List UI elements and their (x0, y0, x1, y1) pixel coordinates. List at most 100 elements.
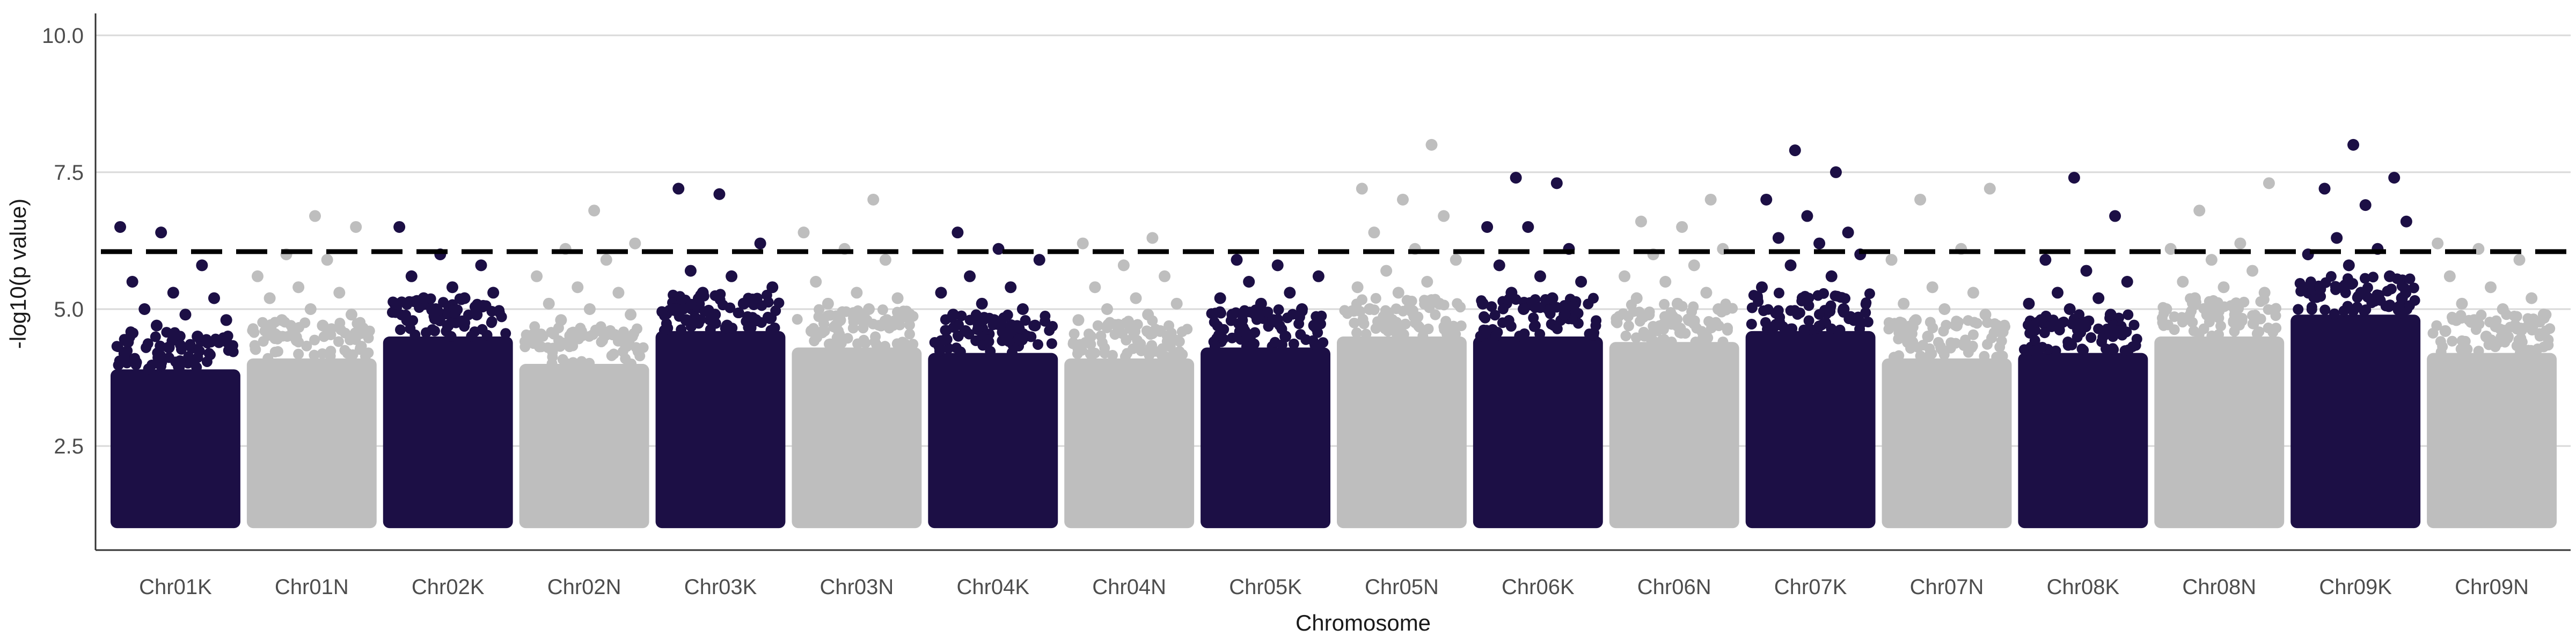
peak-point (1113, 319, 1125, 332)
fringe-point (1026, 331, 1037, 342)
fringe-point (1085, 348, 1096, 360)
peak-point (935, 287, 947, 299)
peak-point (2443, 270, 2456, 282)
fringe-point (934, 346, 945, 357)
fringe-point (201, 356, 213, 367)
peak-point (1397, 193, 1409, 206)
peak-point (1825, 270, 1838, 282)
fringe-point (1269, 336, 1280, 348)
peak-point (1351, 281, 1364, 294)
peak-point (1772, 232, 1784, 244)
fringe-point (248, 327, 260, 338)
fringe-point (573, 333, 584, 345)
fringe-point (658, 325, 670, 336)
fringe-point (1658, 318, 1669, 330)
peak-point (709, 309, 721, 321)
fringe-point (2085, 332, 2097, 343)
peak-point (1170, 297, 1183, 310)
fringe-point (2293, 304, 2304, 315)
peak-point (471, 309, 483, 321)
fringe-point (836, 338, 847, 349)
fringe-point (2523, 345, 2534, 356)
y-tick-label: 7.5 (54, 161, 84, 185)
chromosome-series-Chr07N (1882, 182, 2012, 529)
fringe-point (2338, 305, 2350, 317)
peak-point (2396, 292, 2408, 304)
x-tick-label: Chr09N (2455, 575, 2529, 599)
fringe-point (1102, 319, 1114, 330)
fringe-point (152, 347, 163, 358)
fringe-point (2384, 299, 2396, 311)
peak-point (393, 221, 406, 233)
fringe-point (1497, 317, 1508, 328)
fringe-point (894, 319, 905, 331)
fringe-point (1020, 314, 1031, 326)
peak-point (389, 297, 401, 310)
peak-point (1984, 182, 1996, 195)
fringe-point (203, 348, 215, 359)
fringe-point (2119, 345, 2131, 356)
peak-point (1922, 331, 1934, 343)
fringe-point (1666, 319, 1677, 330)
fringe-point (2543, 340, 2554, 351)
fringe-point (877, 304, 888, 316)
fringe-point (1209, 317, 1220, 328)
peak-point (1756, 281, 1768, 294)
fringe-point (309, 334, 320, 346)
x-tick-label: Chr06N (1637, 575, 1711, 599)
peak-point (572, 281, 584, 294)
fringe-point (1824, 305, 1835, 316)
fringe-point (2373, 289, 2384, 301)
x-tick-label: Chr05N (1365, 575, 1439, 599)
peak-point (2359, 199, 2372, 211)
chromosome-series-Chr04K (928, 226, 1058, 529)
x-axis-title: Chromosome (1296, 610, 1431, 635)
fringe-point (1072, 343, 1084, 355)
fringe-point (2435, 347, 2447, 358)
peak-point (1364, 303, 1376, 316)
fringe-point (395, 324, 406, 335)
fringe-point (2183, 313, 2194, 325)
fringe-point (546, 327, 557, 338)
fringe-point (870, 331, 881, 342)
fringe-point (2229, 309, 2240, 320)
peak-point (1575, 276, 1587, 288)
peak-point (952, 226, 964, 239)
peak-point (2063, 303, 2076, 316)
fringe-point (1092, 320, 1103, 331)
peak-point (401, 314, 413, 326)
fringe-point (259, 325, 270, 336)
fringe-point (1774, 316, 1785, 327)
fringe-point (891, 338, 903, 349)
peak-point (766, 281, 779, 294)
fringe-point (150, 331, 161, 342)
fringe-point (1784, 325, 1796, 336)
fringe-point (1406, 295, 1417, 306)
fringe-point (998, 312, 1009, 324)
fringe-point (301, 340, 312, 352)
peak-point (1688, 259, 1700, 272)
fringe-point (1620, 330, 1631, 341)
fringe-point (2409, 295, 2420, 306)
fringe-point (335, 324, 347, 335)
peak-point (612, 287, 625, 299)
fringe-point (2360, 304, 2372, 316)
fringe-point (1135, 338, 1146, 349)
fringe-point (765, 325, 777, 336)
peak-point (1951, 319, 1963, 332)
fringe-point (293, 348, 304, 360)
fringe-point (1746, 318, 1757, 330)
y-axis-title: -log10(p value) (5, 199, 31, 349)
fringe-point (1552, 323, 1563, 334)
fringe-point (676, 324, 687, 335)
dense-points-Chr01K (111, 369, 240, 529)
peak-point (304, 303, 317, 316)
peak-point (2160, 303, 2172, 316)
peak-point (2205, 254, 2218, 266)
peak-point (684, 265, 697, 277)
peak-point (2347, 138, 2360, 151)
peak-point (2484, 281, 2497, 294)
fringe-point (1174, 336, 1185, 347)
fringe-point (129, 353, 141, 364)
peak-point (2035, 314, 2047, 326)
